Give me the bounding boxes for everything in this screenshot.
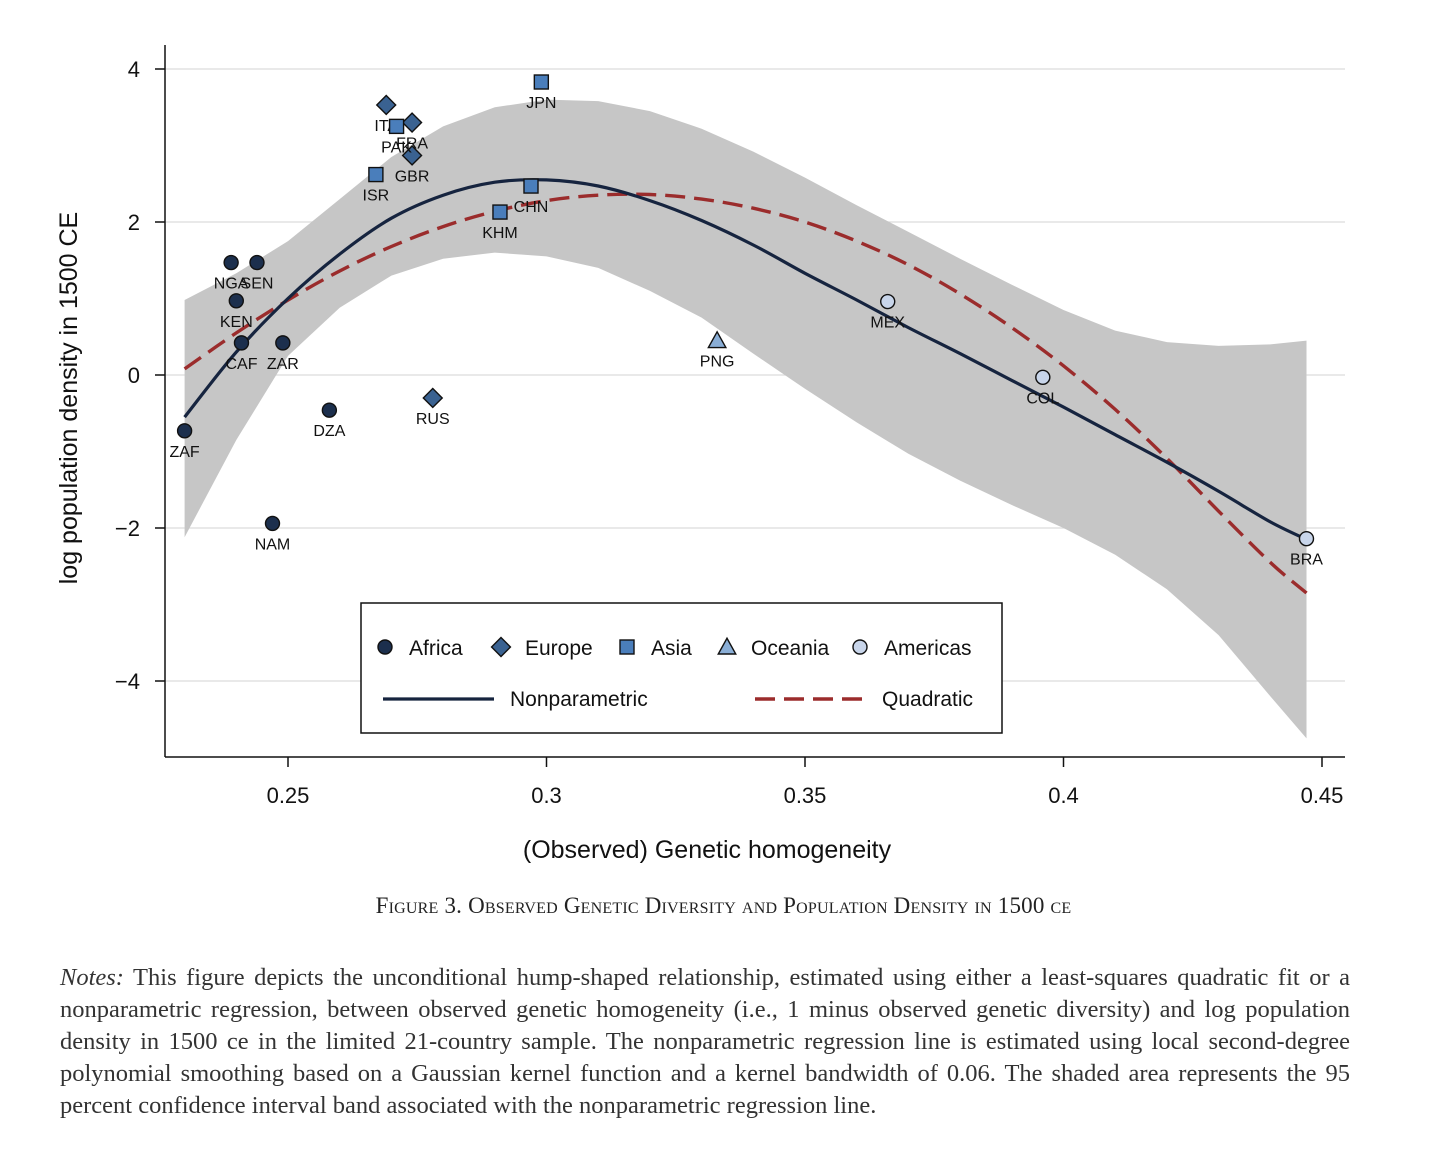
x-axis-title: (Observed) Genetic homogeneity [523, 836, 892, 864]
point-label-caf: CAF [225, 356, 257, 373]
point-label-fra: FRA [396, 136, 428, 153]
point-mex [880, 293, 896, 310]
point-label-nga: NGA [214, 276, 249, 293]
point-jpn [533, 74, 550, 90]
quadratic-fit-line [183, 192, 1308, 595]
x-tick-label-3: 0.4 [1048, 783, 1079, 808]
legend-box [360, 602, 1003, 734]
point-isr [368, 166, 384, 183]
point-rus [422, 387, 444, 409]
y-tick-label-4: −4 [115, 669, 140, 694]
point-label-bra: BRA [1290, 552, 1323, 569]
point-caf [233, 335, 250, 351]
legend-label-europe: Europe [525, 637, 593, 660]
point-ken [228, 293, 245, 309]
point-label-chn: CHN [514, 199, 549, 216]
point-label-sen: SEN [241, 276, 274, 293]
figure-caption: Figure 3. Observed Genetic Diversity and… [375, 893, 1072, 918]
point-nam [264, 515, 281, 532]
legend-label-americas: Americas [884, 637, 972, 660]
point-label-gbr: GBR [395, 168, 430, 185]
point-gbr [401, 145, 423, 166]
point-label-pak: PAK [381, 139, 412, 156]
point-label-isr: ISR [363, 188, 390, 205]
point-label-ken: KEN [220, 314, 253, 331]
point-khm [492, 204, 508, 220]
point-bra [1298, 531, 1315, 547]
point-fra [401, 112, 423, 133]
point-label-mex: MEX [870, 315, 905, 332]
point-label-col: COL [1026, 390, 1059, 407]
legend-label-oceania: Oceania [751, 637, 830, 660]
legend: Africa Europe Asia Oceania Americas Nonparame… [360, 602, 1003, 734]
point-sen [249, 254, 265, 271]
point-label-nam: NAM [255, 536, 291, 553]
y-axis-title: log population density in 1500 CE [55, 212, 83, 585]
point-label-png: PNG [700, 354, 735, 371]
point-png [707, 330, 728, 349]
point-pak [388, 118, 405, 135]
point-dza [321, 402, 338, 418]
nonparametric-line [183, 178, 1308, 541]
legend-label-quadratic: Quadratic [882, 688, 973, 711]
axes: 4 2 0 −2 −4 0.25 0.3 0.35 0.4 0.45 [115, 45, 1345, 808]
point-nga [223, 254, 239, 271]
point-ita [375, 94, 397, 116]
y-tick-label-2: 0 [128, 363, 140, 388]
notes-heading: Notes: [60, 964, 124, 991]
y-tick-label-3: −2 [115, 516, 140, 541]
y-tick-label-0: 4 [128, 57, 140, 82]
point-label-zar: ZAR [267, 356, 299, 373]
confidence-band [184, 99, 1307, 739]
legend-marker-americas [852, 639, 868, 655]
legend-label-africa: Africa [409, 637, 463, 660]
legend-label-nonparametric: Nonparametric [510, 688, 648, 711]
point-label-jpn: JPN [526, 95, 556, 112]
notes-body: This figure depicts the unconditional hu… [60, 964, 1350, 1119]
figure-notes: Notes: This figure depicts the unconditi… [60, 962, 1350, 1122]
point-chn [523, 178, 539, 194]
legend-marker-africa [377, 639, 393, 655]
legend-label-asia: Asia [651, 637, 692, 660]
point-label-khm: KHM [482, 225, 518, 242]
y-tick-label-1: 2 [128, 210, 140, 235]
point-col [1035, 369, 1051, 385]
point-label-zaf: ZAF [169, 444, 199, 461]
x-tick-label-1: 0.3 [531, 783, 562, 808]
point-zaf [176, 423, 193, 439]
x-tick-label-2: 0.35 [784, 783, 827, 808]
legend-marker-asia [619, 639, 635, 655]
x-tick-label-0: 0.25 [267, 783, 310, 808]
legend-marker-europe [490, 636, 512, 658]
point-label-dza: DZA [313, 423, 345, 440]
legend-marker-oceania [717, 636, 737, 655]
x-tick-label-4: 0.45 [1301, 783, 1344, 808]
point-label-rus: RUS [416, 411, 450, 428]
point-zar [275, 335, 291, 351]
